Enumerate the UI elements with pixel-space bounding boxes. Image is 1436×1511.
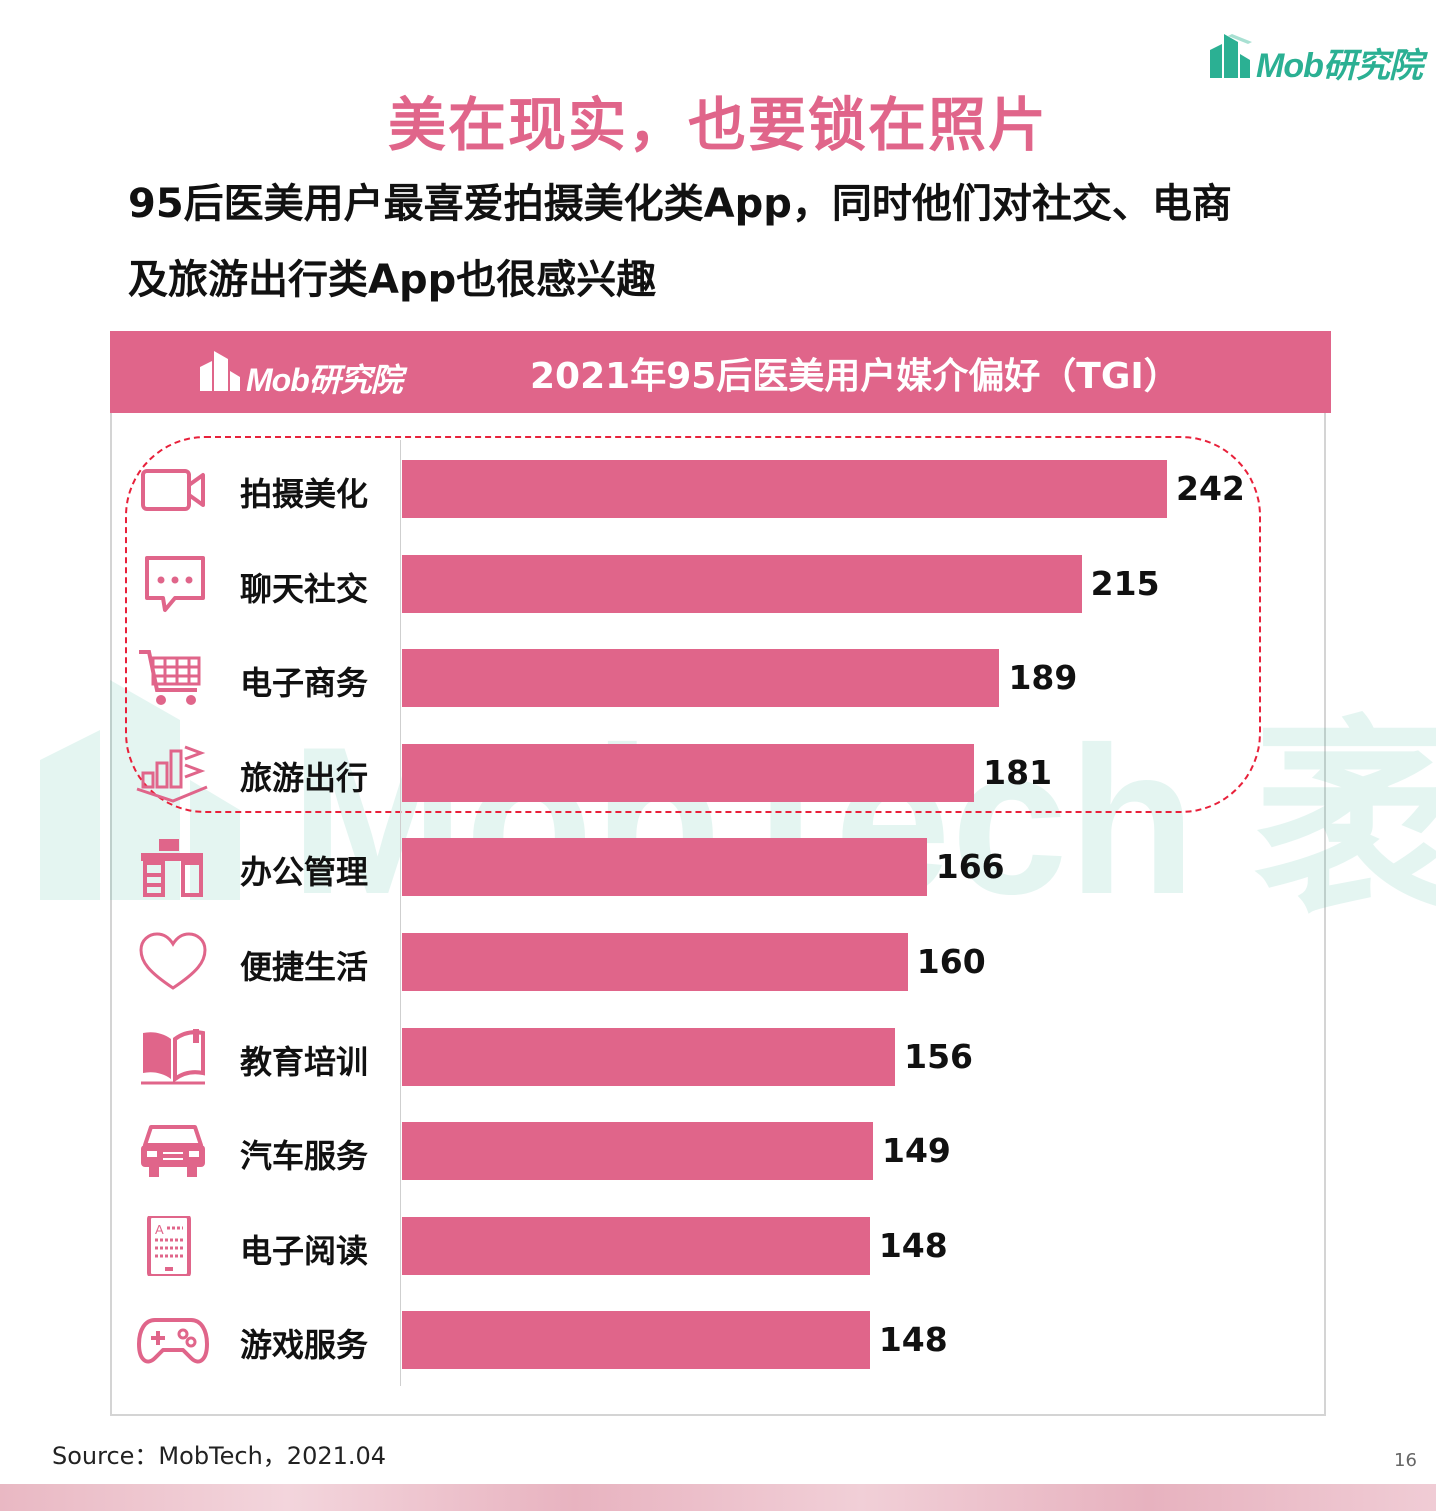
data-label: 149	[882, 1131, 951, 1171]
category-label: 办公管理	[240, 853, 369, 892]
y-axis-line	[400, 440, 401, 1386]
source-note: Source：MobTech，2021.04	[52, 1442, 387, 1470]
bar	[402, 1027, 896, 1086]
data-label: 181	[983, 752, 1053, 792]
subtitle-line-2: 及旅游出行类App也很感兴趣	[128, 257, 657, 303]
bar	[402, 1122, 873, 1181]
header-logo: Mob研究院	[198, 343, 428, 399]
subtitle: 95后医美用户最喜爱拍摄美化类App，同时他们对社交、电商 及旅游出行类App也…	[128, 166, 1328, 318]
category-label: 旅游出行	[240, 758, 369, 797]
office-desk-icon	[135, 837, 211, 898]
bar	[402, 649, 1000, 708]
car-icon	[135, 1121, 211, 1181]
data-label: 166	[935, 847, 1005, 887]
gamepad-icon	[135, 1310, 211, 1370]
data-label: 156	[904, 1036, 974, 1076]
video-camera-icon	[135, 459, 211, 519]
category-label: 聊天社交	[240, 569, 369, 608]
city-travel-icon	[135, 743, 211, 803]
category-label: 教育培训	[240, 1042, 369, 1081]
shopping-cart-icon	[135, 648, 211, 708]
header-logo-text: Mob研究院	[246, 362, 403, 398]
category-label: 电子商务	[240, 664, 369, 703]
ereader-icon: A	[135, 1213, 211, 1278]
data-label: 160	[916, 942, 986, 981]
book-icon	[135, 1027, 211, 1087]
header-logo-icon	[200, 351, 240, 391]
mob-logo-icon	[1210, 34, 1252, 78]
category-label: 汽车服务	[240, 1137, 369, 1176]
data-label: 189	[1008, 658, 1078, 698]
data-label: 242	[1176, 469, 1245, 508]
page-number: 16	[1394, 1450, 1417, 1471]
data-label: 215	[1090, 563, 1160, 603]
bar	[402, 1311, 870, 1370]
page-title: 美在现实，也要锁在照片	[387, 91, 1048, 159]
chart-header: Mob研究院 2021年95后医美用户媒介偏好（TGI）	[110, 331, 1331, 413]
bar	[402, 838, 927, 897]
bottom-decor-strip	[0, 1484, 1436, 1511]
svg-text:A: A	[155, 1222, 164, 1237]
category-label: 拍摄美化	[240, 475, 369, 513]
category-label: 便捷生活	[240, 948, 369, 986]
subtitle-line-1: 95后医美用户最喜爱拍摄美化类App，同时他们对社交、电商	[128, 181, 1232, 227]
heart-icon	[135, 932, 211, 992]
highlight-dashed-outline	[125, 436, 1261, 813]
chat-bubble-icon	[135, 554, 211, 614]
bar	[402, 933, 908, 991]
mob-logo-text: Mob研究院	[1256, 47, 1423, 85]
category-label: 电子阅读	[240, 1231, 369, 1270]
mob-logo: Mob研究院	[1208, 30, 1423, 86]
bar	[402, 554, 1082, 613]
data-label: 148	[878, 1225, 948, 1265]
bar	[402, 460, 1167, 518]
chart-title: 2021年95后医美用户媒介偏好（TGI）	[530, 356, 1180, 397]
data-label: 148	[878, 1320, 948, 1360]
category-label: 游戏服务	[240, 1326, 369, 1365]
bar	[402, 743, 975, 802]
bar	[402, 1216, 870, 1275]
